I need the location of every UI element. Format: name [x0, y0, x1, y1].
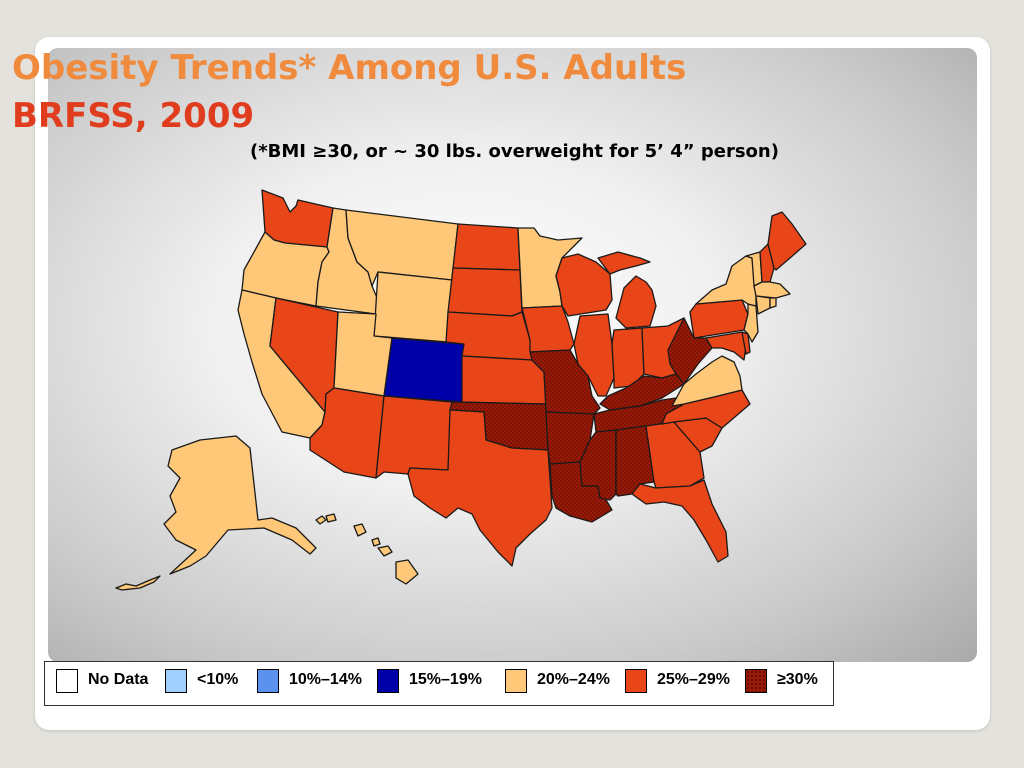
state-new-jersey: [743, 303, 759, 343]
legend-swatch: [745, 669, 767, 693]
legend-swatch: [377, 669, 399, 693]
state-new-york: [695, 255, 757, 307]
state-rhode-island: [769, 297, 777, 309]
legend-swatch: [625, 669, 647, 693]
slide-title: Obesity Trends* Among U.S. Adults: [12, 48, 687, 88]
state-illinois: [573, 313, 615, 397]
state-maryland: [705, 331, 747, 361]
slide-subtitle-year: BRFSS, 2009: [12, 96, 255, 136]
state-missouri: [529, 349, 601, 415]
state-delaware: [741, 331, 751, 355]
legend-label: 25%–29%: [657, 671, 730, 688]
legend-label: 10%–14%: [289, 671, 362, 688]
state-texas: [407, 409, 553, 567]
state-colorado: [383, 337, 465, 403]
legend-label: No Data: [88, 671, 149, 688]
map-legend: No Data <10% 10%–14% 15%–19% 20%–24% 25%…: [44, 661, 834, 706]
legend-swatch: [165, 669, 187, 693]
legend-swatch: [56, 669, 78, 693]
state-new-mexico: [375, 395, 453, 479]
alaska-aleutians: [115, 575, 161, 591]
state-connecticut: [755, 295, 771, 315]
state-florida: [631, 479, 729, 563]
state-west-virginia: [667, 317, 713, 385]
state-kansas: [461, 355, 547, 405]
legend-label: 15%–19%: [409, 671, 482, 688]
state-michigan: [597, 251, 657, 329]
legend-label: 20%–24%: [537, 671, 610, 688]
state-alaska: [163, 435, 317, 575]
bmi-footnote: (*BMI ≥30, or ~ 30 lbs. overweight for 5…: [250, 141, 779, 162]
legend-swatch: [257, 669, 279, 693]
state-massachusetts: [753, 281, 791, 299]
state-wyoming: [373, 271, 453, 343]
legend-label: ≥30%: [777, 671, 818, 688]
state-wisconsin: [555, 253, 613, 317]
state-hawaii: [315, 513, 419, 585]
legend-swatch: [505, 669, 527, 693]
state-south-dakota: [447, 267, 523, 317]
state-virginia: [671, 355, 743, 407]
state-north-dakota: [452, 223, 521, 271]
state-new-hampshire: [759, 243, 775, 283]
state-maine: [767, 211, 807, 271]
legend-label: <10%: [197, 671, 239, 688]
